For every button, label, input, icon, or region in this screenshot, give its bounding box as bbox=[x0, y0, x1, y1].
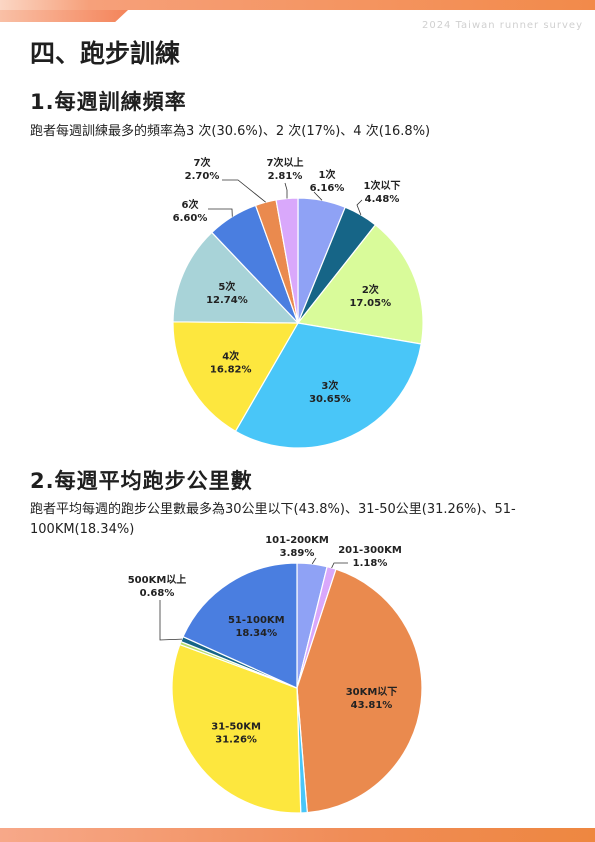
pie1-value-4: 16.82% bbox=[210, 364, 252, 375]
pie1-label-4: 4次 bbox=[222, 349, 239, 362]
pie2-label-2: 30KM以下 bbox=[346, 686, 398, 698]
pie1-leader-1 bbox=[356, 199, 363, 216]
weekly-frequency-pie-chart: 1次 6.16% 1次以下 4.48% 2次 17.05% 3次 30.65% 4次 16.82%… bbox=[172, 156, 424, 449]
chart1-summary: 跑者每週訓練最多的頻率為3 次(30.6%)、2 次(17%)、4 次(16.8… bbox=[30, 124, 431, 139]
pie1-label-6: 6次 bbox=[182, 198, 199, 211]
pie2-slice-2 bbox=[296, 568, 423, 814]
pie1-value-7: 2.70% bbox=[185, 171, 220, 182]
pie1-value-2: 17.05% bbox=[349, 298, 391, 309]
bottom-decor-band bbox=[0, 828, 595, 842]
chart2-title: 2.每週平均跑步公里數 bbox=[30, 469, 253, 493]
pie1-label-0: 1次 bbox=[319, 168, 336, 181]
pie2-slice-7 bbox=[182, 562, 298, 689]
pie2-value-1: 1.18% bbox=[353, 558, 388, 569]
pie2-label-1: 201-300KM bbox=[338, 545, 402, 556]
pie1-leader-8 bbox=[284, 182, 288, 199]
pie1-label-7: 7次 bbox=[194, 156, 211, 169]
pie2-leader-1 bbox=[331, 562, 348, 569]
section-heading: 四、跑步訓練 bbox=[30, 39, 181, 68]
pie1-value-5: 12.74% bbox=[206, 295, 248, 306]
pie1-label-2: 2次 bbox=[362, 283, 379, 296]
weekly-distance-pie-chart: 101-200KM 3.89% 201-300KM 1.18% 30KM以下 43.81%… bbox=[128, 535, 423, 814]
pie1-label-8: 7次以上 bbox=[267, 156, 304, 169]
pie2-label-4: 31-50KM bbox=[211, 722, 261, 733]
pie2-value-7: 18.34% bbox=[235, 628, 277, 639]
pie2-leader-0 bbox=[311, 557, 317, 565]
pie1-leader-6 bbox=[208, 208, 233, 217]
pie2-label-7: 51-100KM bbox=[228, 615, 285, 626]
pie1-label-5: 5次 bbox=[218, 280, 235, 293]
pie2-label-6: 500KM以上 bbox=[128, 573, 187, 586]
pie2-label-0: 101-200KM bbox=[265, 535, 329, 546]
survey-tag: 2024 Taiwan runner survey bbox=[421, 20, 583, 31]
pie1-slice-5 bbox=[172, 231, 300, 324]
top-decor-band bbox=[0, 0, 595, 10]
pie1-leader-7 bbox=[222, 179, 266, 203]
pie2-leader-6 bbox=[159, 600, 183, 641]
pie1-slice-3 bbox=[234, 322, 422, 449]
pie1-label-1: 1次以下 bbox=[364, 179, 401, 192]
top-decor-tab bbox=[0, 10, 128, 22]
pie2-value-2: 43.81% bbox=[351, 700, 393, 711]
pie2-value-6: 0.68% bbox=[140, 588, 175, 599]
pie1-value-8: 2.81% bbox=[268, 171, 303, 182]
pie1-value-6: 6.60% bbox=[173, 213, 208, 224]
pie2-value-4: 31.26% bbox=[215, 735, 257, 746]
pie1-leader-0 bbox=[313, 191, 323, 201]
pie2-value-0: 3.89% bbox=[280, 548, 315, 559]
chart1-title: 1.每週訓練頻率 bbox=[30, 90, 187, 114]
pie1-slice-4 bbox=[172, 321, 300, 433]
pie1-value-3: 30.65% bbox=[309, 394, 351, 405]
pie1-label-3: 3次 bbox=[321, 379, 338, 392]
pie1-value-0: 6.16% bbox=[310, 183, 345, 194]
pie1-value-1: 4.48% bbox=[365, 194, 400, 205]
pie2-slice-4 bbox=[171, 643, 302, 814]
chart2-summary: 跑者平均每週的跑步公里數最多為30公里以下(43.8%)、31-50公里(31.… bbox=[30, 502, 516, 537]
pie1-slice-2 bbox=[296, 224, 424, 345]
